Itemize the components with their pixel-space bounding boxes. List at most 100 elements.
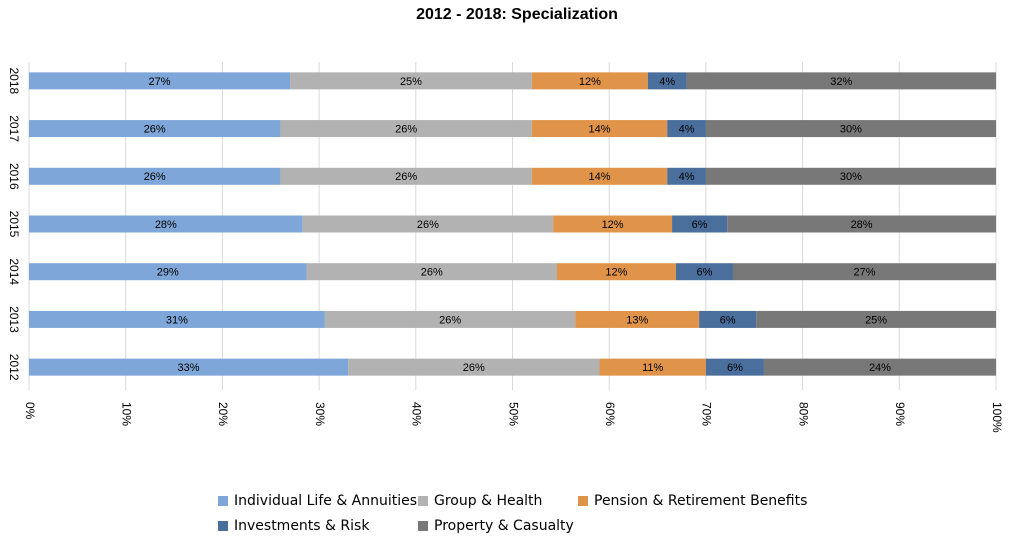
bar-segment — [29, 120, 281, 138]
y-tick-label: 2016 — [7, 163, 21, 190]
chart-title: 2012 - 2018: Specialization — [416, 6, 618, 23]
x-tick-label: 10% — [120, 402, 134, 426]
data-label: 11% — [642, 362, 663, 374]
bar-segment — [763, 358, 996, 376]
bar-segment — [699, 310, 757, 328]
y-tick-label: 2013 — [7, 306, 21, 333]
bar-segment — [667, 120, 706, 138]
data-label: 26% — [417, 219, 439, 231]
y-tick-label: 2015 — [7, 211, 21, 238]
bar-segment — [29, 263, 307, 281]
data-label: 26% — [395, 123, 417, 135]
y-tick-label: 2014 — [7, 258, 21, 285]
bar-segment — [705, 358, 764, 376]
legend-swatch — [418, 521, 428, 531]
data-label: 26% — [144, 123, 166, 135]
data-label: 30% — [840, 171, 862, 183]
legend-label: Investments & Risk — [234, 518, 370, 534]
data-label: 26% — [421, 267, 443, 279]
data-label: 12% — [579, 76, 601, 88]
data-label: 25% — [865, 314, 887, 326]
legend-label: Individual Life & Annuities — [234, 493, 417, 509]
bar-segment — [727, 215, 996, 233]
bar-segment — [302, 215, 554, 233]
x-tick-label: 50% — [506, 402, 520, 426]
data-label: 28% — [155, 219, 177, 231]
bar-segment — [29, 310, 325, 328]
bar-segment — [280, 167, 532, 185]
data-label: 27% — [149, 76, 171, 88]
data-label: 14% — [589, 123, 611, 135]
legend-swatch — [418, 496, 428, 506]
legend-label: Property & Casualty — [434, 518, 574, 534]
data-label: 12% — [602, 219, 624, 231]
bar-segment — [667, 167, 706, 185]
bar-segment — [647, 72, 687, 90]
bar-segment — [531, 167, 668, 185]
data-label: 24% — [869, 362, 891, 374]
data-label: 4% — [659, 76, 675, 88]
bar-segment — [29, 215, 303, 233]
data-label: 26% — [144, 171, 166, 183]
legend-label: Pension & Retirement Benefits — [594, 493, 807, 509]
data-label: 29% — [157, 267, 179, 279]
y-tick-label: 2018 — [7, 68, 21, 95]
data-label: 30% — [840, 123, 862, 135]
legend-label: Group & Health — [434, 493, 542, 509]
bar-segment — [306, 263, 557, 281]
bar-segment — [686, 72, 996, 90]
x-tick-label: 20% — [216, 402, 230, 426]
bar-segment — [672, 215, 728, 233]
legend-swatch — [218, 496, 228, 506]
y-tick-label: 2017 — [7, 115, 21, 142]
data-label: 12% — [605, 267, 627, 279]
bar-segment — [599, 358, 706, 376]
bar-segment — [553, 215, 673, 233]
bar-segment — [290, 72, 532, 90]
bar-segment — [705, 167, 996, 185]
data-label: 32% — [830, 76, 852, 88]
x-tick-label: 0% — [23, 402, 37, 420]
data-label: 6% — [696, 267, 712, 279]
data-label: 13% — [626, 314, 648, 326]
data-label: 28% — [851, 219, 873, 231]
data-label: 14% — [589, 171, 611, 183]
data-label: 25% — [400, 76, 422, 88]
x-tick-label: 100% — [990, 402, 1004, 433]
bar-segment — [29, 358, 349, 376]
x-tick-label: 40% — [410, 402, 424, 426]
data-label: 26% — [395, 171, 417, 183]
bar-segment — [29, 72, 291, 90]
data-label: 26% — [439, 314, 461, 326]
legend-swatch — [578, 496, 588, 506]
x-tick-label: 60% — [603, 402, 617, 426]
bar-segment — [531, 72, 648, 90]
bar-segment — [531, 120, 668, 138]
x-tick-label: 70% — [700, 402, 714, 426]
data-label: 33% — [178, 362, 200, 374]
bar-segment — [556, 263, 676, 281]
bar-segment — [324, 310, 576, 328]
x-tick-label: 90% — [893, 402, 907, 426]
data-label: 26% — [463, 362, 485, 374]
bar-segment — [732, 263, 996, 281]
bar-segment — [575, 310, 700, 328]
bar-segment — [756, 310, 996, 328]
data-label: 4% — [679, 171, 695, 183]
x-tick-label: 30% — [313, 402, 327, 426]
x-tick-label: 80% — [796, 402, 810, 426]
bar-segment — [29, 167, 281, 185]
y-tick-label: 2012 — [7, 354, 21, 381]
bar-segment — [705, 120, 996, 138]
data-label: 6% — [727, 362, 743, 374]
bar-segment — [675, 263, 733, 281]
data-label: 4% — [679, 123, 695, 135]
bar-segment — [348, 358, 600, 376]
bar-segment — [280, 120, 532, 138]
data-label: 31% — [166, 314, 188, 326]
data-label: 6% — [720, 314, 736, 326]
data-label: 6% — [692, 219, 708, 231]
data-label: 27% — [853, 267, 875, 279]
legend-swatch — [218, 521, 228, 531]
